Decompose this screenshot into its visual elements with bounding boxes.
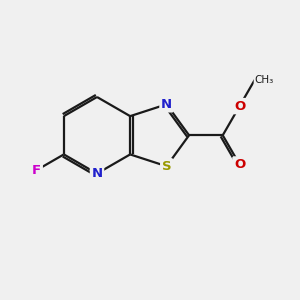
Text: S: S [162, 160, 171, 173]
Text: N: N [92, 167, 103, 180]
Text: N: N [161, 98, 172, 111]
Text: F: F [32, 164, 41, 177]
Text: O: O [234, 100, 245, 112]
Text: O: O [234, 158, 245, 171]
Text: CH₃: CH₃ [255, 75, 274, 85]
